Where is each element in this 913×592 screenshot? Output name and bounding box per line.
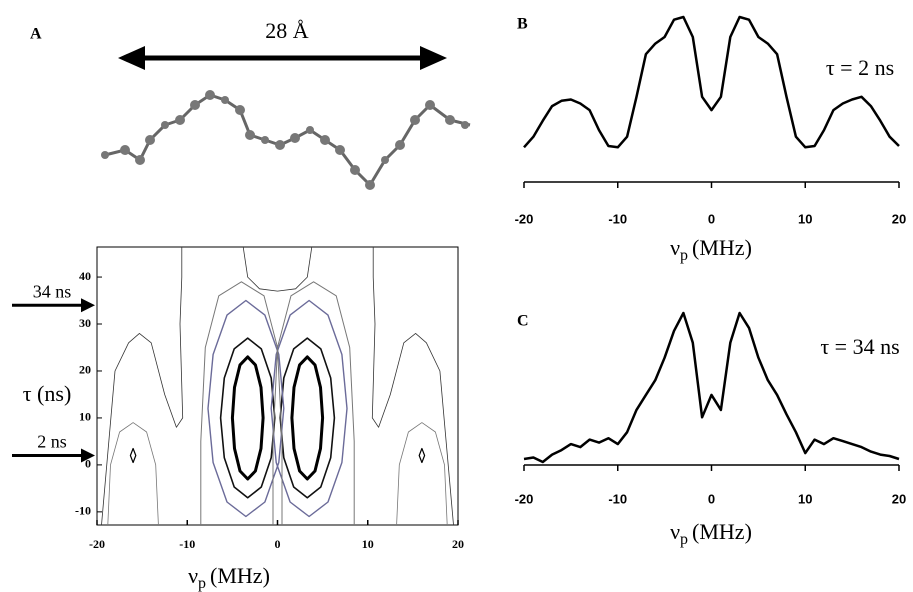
x-tick-label: -20 bbox=[515, 211, 534, 226]
contour bbox=[130, 449, 135, 463]
plot-frame bbox=[97, 247, 458, 525]
y-tick-label: 10 bbox=[79, 410, 91, 424]
contour bbox=[221, 338, 275, 498]
contour bbox=[372, 247, 453, 525]
x-label-subscript: p bbox=[680, 531, 688, 548]
x-tick-label: 0 bbox=[708, 211, 715, 226]
y-axis-label: τ (ns) bbox=[23, 381, 72, 406]
x-label-unit: (MHz) bbox=[210, 563, 270, 588]
y-tick-label: 40 bbox=[79, 269, 91, 283]
x-label-unit: (MHz) bbox=[692, 519, 752, 544]
x-tick-label: -10 bbox=[179, 537, 195, 551]
x-axis-label: νp(MHz) bbox=[188, 563, 270, 592]
contour bbox=[292, 357, 323, 479]
contour bbox=[232, 357, 263, 479]
x-tick-label: 0 bbox=[708, 491, 715, 506]
x-axis-label: νp(MHz) bbox=[670, 235, 752, 264]
x-label-subscript: p bbox=[680, 247, 688, 264]
length-arrow bbox=[118, 46, 447, 70]
marker-label: 34 ns bbox=[33, 281, 72, 301]
x-tick-label: 20 bbox=[892, 211, 906, 226]
x-tick-label: 20 bbox=[892, 491, 906, 506]
contour bbox=[397, 423, 448, 525]
y-tick-label: -10 bbox=[75, 504, 91, 518]
contour bbox=[280, 338, 334, 498]
x-tick-label: 10 bbox=[798, 491, 812, 506]
annotation: 28 Å bbox=[265, 18, 309, 43]
x-label-unit: (MHz) bbox=[692, 235, 752, 260]
x-tick-label: 10 bbox=[362, 537, 374, 551]
contour bbox=[208, 301, 284, 517]
x-label-symbol: ν bbox=[670, 235, 680, 260]
x-label-symbol: ν bbox=[670, 519, 680, 544]
marker-label: 2 ns bbox=[37, 432, 67, 452]
x-tick-label: 10 bbox=[798, 211, 812, 226]
x-tick-label: -20 bbox=[515, 491, 534, 506]
contour bbox=[243, 247, 312, 291]
x-tick-label: -10 bbox=[608, 491, 627, 506]
figure: A28 Åνp(MHz)-20-1001020-10010203040τ (ns… bbox=[0, 0, 913, 592]
contour bbox=[271, 301, 347, 517]
x-tick-label: 0 bbox=[275, 537, 281, 551]
contour bbox=[419, 449, 424, 463]
panel-label: B bbox=[517, 16, 528, 33]
y-tick-label: 20 bbox=[79, 363, 91, 377]
panel-label: A bbox=[30, 26, 42, 43]
molecule bbox=[105, 95, 470, 185]
x-tick-label: 20 bbox=[452, 537, 464, 551]
spectrum-line bbox=[524, 17, 899, 147]
panel-label: C bbox=[517, 313, 529, 330]
x-axis-label: νp(MHz) bbox=[670, 519, 752, 548]
marker-arrowhead bbox=[81, 298, 95, 312]
x-label-symbol: ν bbox=[188, 563, 198, 588]
contour bbox=[102, 247, 183, 525]
annotation: τ = 2 ns bbox=[826, 55, 894, 80]
x-tick-label: -10 bbox=[608, 211, 627, 226]
x-label-subscript: p bbox=[198, 575, 206, 592]
x-tick-label: -20 bbox=[89, 537, 105, 551]
y-tick-label: 30 bbox=[79, 316, 91, 330]
molecule-atoms bbox=[101, 90, 469, 190]
contour bbox=[108, 423, 159, 525]
annotation: τ = 34 ns bbox=[820, 334, 899, 359]
